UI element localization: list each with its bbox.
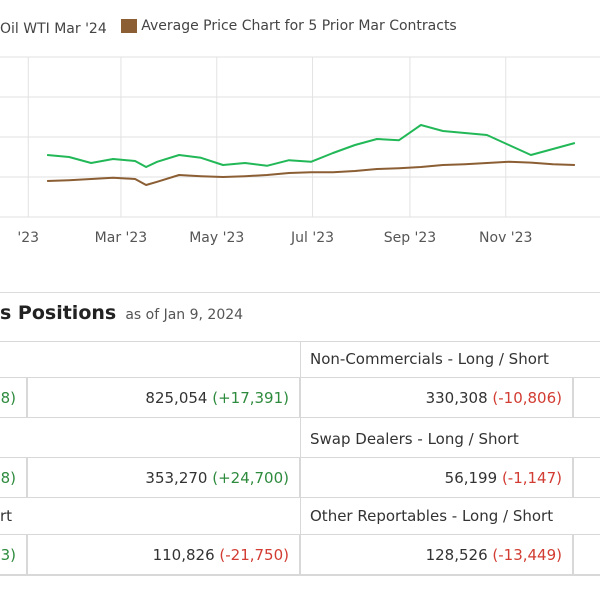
x-tick-label-4: Sep '23 [384,230,437,246]
row3-col2-change: (-13,449) [492,546,562,564]
header-other-reportables: Other Reportables - Long / Short [310,507,554,525]
positions-table: Non-Commercials - Long / Short 8) 825,05… [0,341,600,576]
header-swap-dealers: Swap Dealers - Long / Short [310,430,519,448]
col-divider [300,341,301,377]
x-tick-label-1: Mar '23 [95,230,148,246]
row1-col2-change: (-10,806) [492,389,562,407]
table-cell-row1-col3 [573,377,600,418]
row3-col2-value: 128,526 [425,546,488,564]
positions-heading: s Positions as of Jan 9, 2024 [0,302,243,324]
x-tick-label-5: Nov '23 [479,230,532,246]
row1-col0-change: 8) [0,389,16,407]
table-bottom-border [0,575,600,576]
row2-col1-value: 353,270 [145,469,208,487]
row3-col1-value: 110,826 [152,546,215,564]
table-cell-row3-col0: 3) [0,534,27,575]
positions-title: s Positions [0,302,117,324]
series-line-wti-mar-24 [47,124,576,168]
table-cell-row2-col0: 8) [0,457,27,498]
row2-col2-value: 56,199 [444,469,498,487]
price-chart: '23 Mar '23 May '23 Jul '23 Sep '23 Nov '23 [0,56,600,246]
legend-label-wti: Oil WTI Mar '24 [0,21,107,37]
legend-item-average[interactable]: Average Price Chart for 5 Prior Mar Cont… [111,18,457,34]
header-non-commercials: Non-Commercials - Long / Short [310,350,549,368]
x-tick-label-2: May '23 [189,230,244,246]
row1-col2-value: 330,308 [425,389,488,407]
table-cell-row1-col1: 825,054 (+17,391) [27,377,300,418]
x-tick-label-3: Jul '23 [290,230,334,246]
legend-swatch-average [121,19,138,33]
legend-item-wti[interactable]: Oil WTI Mar '24 [0,21,107,37]
section-divider [0,292,600,293]
positions-date: as of Jan 9, 2024 [125,307,244,323]
row1-col1-value: 825,054 [145,389,208,407]
row2-col0-change: 8) [0,469,16,487]
table-cell-row2-col2: 56,199 (-1,147) [300,457,573,498]
row2-col1-change: (+24,700) [212,469,289,487]
col-divider [300,498,301,537]
header-col0-row3: rt [0,507,13,525]
row3-col1-change: (-21,750) [219,546,289,564]
row3-col0-change: 3) [0,546,16,564]
legend-label-average: Average Price Chart for 5 Prior Mar Cont… [141,18,457,34]
table-cell-row3-col1: 110,826 (-21,750) [27,534,300,575]
table-cell-row3-col3 [573,534,600,575]
row2-col2-change: (-1,147) [501,469,562,487]
chart-legend: Oil WTI Mar '24 Average Price Chart for … [0,18,457,40]
table-cell-row2-col3 [573,457,600,498]
series-line-average-5-prior [47,160,575,186]
table-cell-row1-col2: 330,308 (-10,806) [300,377,573,418]
table-cell-row1-col0: 8) [0,377,27,418]
col-divider [300,418,301,457]
x-tick-label-0: '23 [17,230,39,246]
table-cell-row2-col1: 353,270 (+24,700) [27,457,300,498]
table-cell-row3-col2: 128,526 (-13,449) [300,534,573,575]
row1-col1-change: (+17,391) [212,389,289,407]
